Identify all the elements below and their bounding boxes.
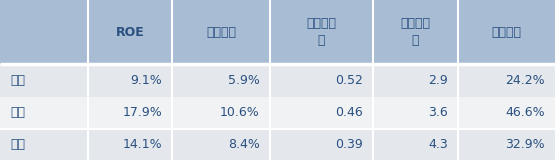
Text: 46.6%: 46.6%: [506, 106, 545, 119]
Text: 32.9%: 32.9%: [506, 138, 545, 151]
Bar: [173, 97, 270, 129]
Text: 14.1%: 14.1%: [123, 138, 163, 151]
Text: 資産回転
率: 資産回転 率: [306, 17, 336, 47]
Bar: [373, 97, 458, 129]
Text: 0.39: 0.39: [335, 138, 363, 151]
Text: 10.6%: 10.6%: [220, 106, 260, 119]
Text: 2.9: 2.9: [428, 74, 448, 87]
Bar: [0, 97, 88, 129]
Bar: [0, 129, 88, 161]
Bar: [88, 64, 173, 97]
Text: ROE: ROE: [116, 26, 144, 39]
Text: 5.9%: 5.9%: [228, 74, 260, 87]
Text: 0.46: 0.46: [335, 106, 363, 119]
Text: 3.6: 3.6: [428, 106, 448, 119]
Bar: [88, 0, 173, 64]
Bar: [458, 64, 555, 97]
Text: 粗利益率: 粗利益率: [491, 26, 521, 39]
Bar: [458, 0, 555, 64]
Bar: [270, 129, 373, 161]
Bar: [270, 97, 373, 129]
Bar: [373, 129, 458, 161]
Text: 純利益率: 純利益率: [206, 26, 236, 39]
Text: 4.3: 4.3: [428, 138, 448, 151]
Bar: [88, 129, 173, 161]
Bar: [270, 0, 373, 64]
Bar: [458, 129, 555, 161]
Text: 8.4%: 8.4%: [228, 138, 260, 151]
Bar: [458, 97, 555, 129]
Text: 0.52: 0.52: [335, 74, 363, 87]
Bar: [0, 64, 88, 97]
Text: レバレッ
ジ: レバレッ ジ: [401, 17, 431, 47]
Text: 17.9%: 17.9%: [123, 106, 163, 119]
Text: 米国: 米国: [10, 106, 25, 119]
Bar: [173, 129, 270, 161]
Text: 日本: 日本: [10, 74, 25, 87]
Text: 欧州: 欧州: [10, 138, 25, 151]
Bar: [270, 64, 373, 97]
Text: 24.2%: 24.2%: [506, 74, 545, 87]
Bar: [173, 64, 270, 97]
Bar: [373, 0, 458, 64]
Bar: [88, 97, 173, 129]
Bar: [0, 0, 88, 64]
Bar: [373, 64, 458, 97]
Text: 9.1%: 9.1%: [131, 74, 163, 87]
Bar: [173, 0, 270, 64]
